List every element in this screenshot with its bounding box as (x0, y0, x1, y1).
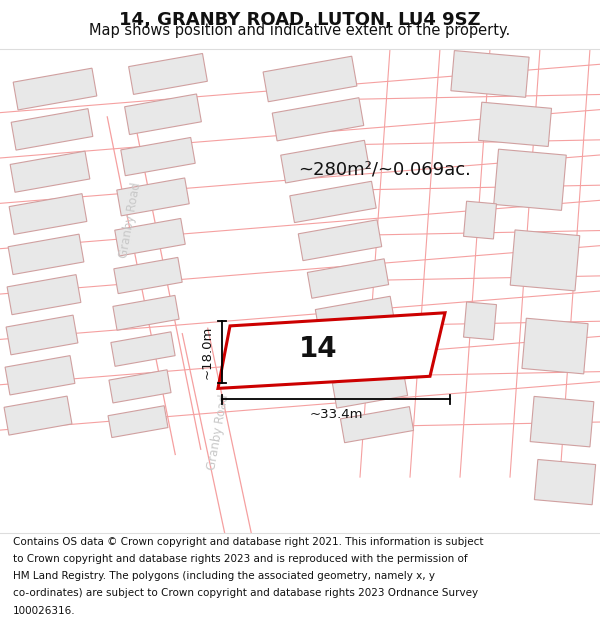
Polygon shape (108, 406, 168, 437)
Polygon shape (5, 356, 75, 395)
Text: Granby Road: Granby Road (117, 181, 143, 259)
Polygon shape (114, 258, 182, 294)
Polygon shape (113, 296, 179, 330)
Polygon shape (451, 51, 529, 98)
Polygon shape (117, 178, 189, 216)
Text: ~33.4m: ~33.4m (309, 408, 363, 421)
Text: 14: 14 (299, 335, 337, 363)
Polygon shape (7, 274, 81, 314)
Polygon shape (8, 234, 84, 274)
Text: ~18.0m: ~18.0m (201, 326, 214, 379)
Text: Granby Road: Granby Road (205, 393, 231, 471)
Text: Contains OS data © Crown copyright and database right 2021. This information is : Contains OS data © Crown copyright and d… (13, 537, 484, 547)
Polygon shape (535, 459, 596, 505)
Polygon shape (6, 315, 78, 355)
Polygon shape (281, 140, 369, 183)
Polygon shape (332, 371, 407, 408)
Polygon shape (340, 407, 413, 442)
Polygon shape (478, 102, 551, 146)
Polygon shape (522, 318, 588, 374)
Polygon shape (4, 396, 72, 435)
Text: ~280m²/~0.069ac.: ~280m²/~0.069ac. (299, 161, 472, 179)
Text: to Crown copyright and database rights 2023 and is reproduced with the permissio: to Crown copyright and database rights 2… (13, 554, 468, 564)
Polygon shape (530, 396, 594, 447)
Polygon shape (494, 149, 566, 211)
Polygon shape (323, 334, 401, 372)
Polygon shape (9, 194, 87, 234)
Text: 100026316.: 100026316. (13, 606, 76, 616)
Text: 14, GRANBY ROAD, LUTON, LU4 9SZ: 14, GRANBY ROAD, LUTON, LU4 9SZ (119, 11, 481, 29)
Polygon shape (316, 296, 395, 336)
Polygon shape (11, 109, 93, 150)
Polygon shape (121, 138, 195, 176)
Polygon shape (272, 98, 364, 141)
Polygon shape (125, 94, 202, 134)
Polygon shape (109, 370, 171, 403)
Polygon shape (298, 220, 382, 261)
Polygon shape (128, 54, 208, 94)
Polygon shape (464, 201, 496, 239)
Polygon shape (13, 68, 97, 110)
Text: Map shows position and indicative extent of the property.: Map shows position and indicative extent… (89, 23, 511, 38)
Polygon shape (464, 302, 496, 340)
Polygon shape (510, 230, 580, 291)
Polygon shape (218, 312, 445, 388)
Polygon shape (115, 219, 185, 256)
Text: HM Land Registry. The polygons (including the associated geometry, namely x, y: HM Land Registry. The polygons (includin… (13, 571, 435, 581)
Polygon shape (10, 151, 90, 192)
Polygon shape (290, 181, 376, 222)
Polygon shape (263, 56, 357, 102)
Polygon shape (307, 259, 389, 298)
Polygon shape (111, 332, 175, 366)
Text: co-ordinates) are subject to Crown copyright and database rights 2023 Ordnance S: co-ordinates) are subject to Crown copyr… (13, 589, 478, 599)
